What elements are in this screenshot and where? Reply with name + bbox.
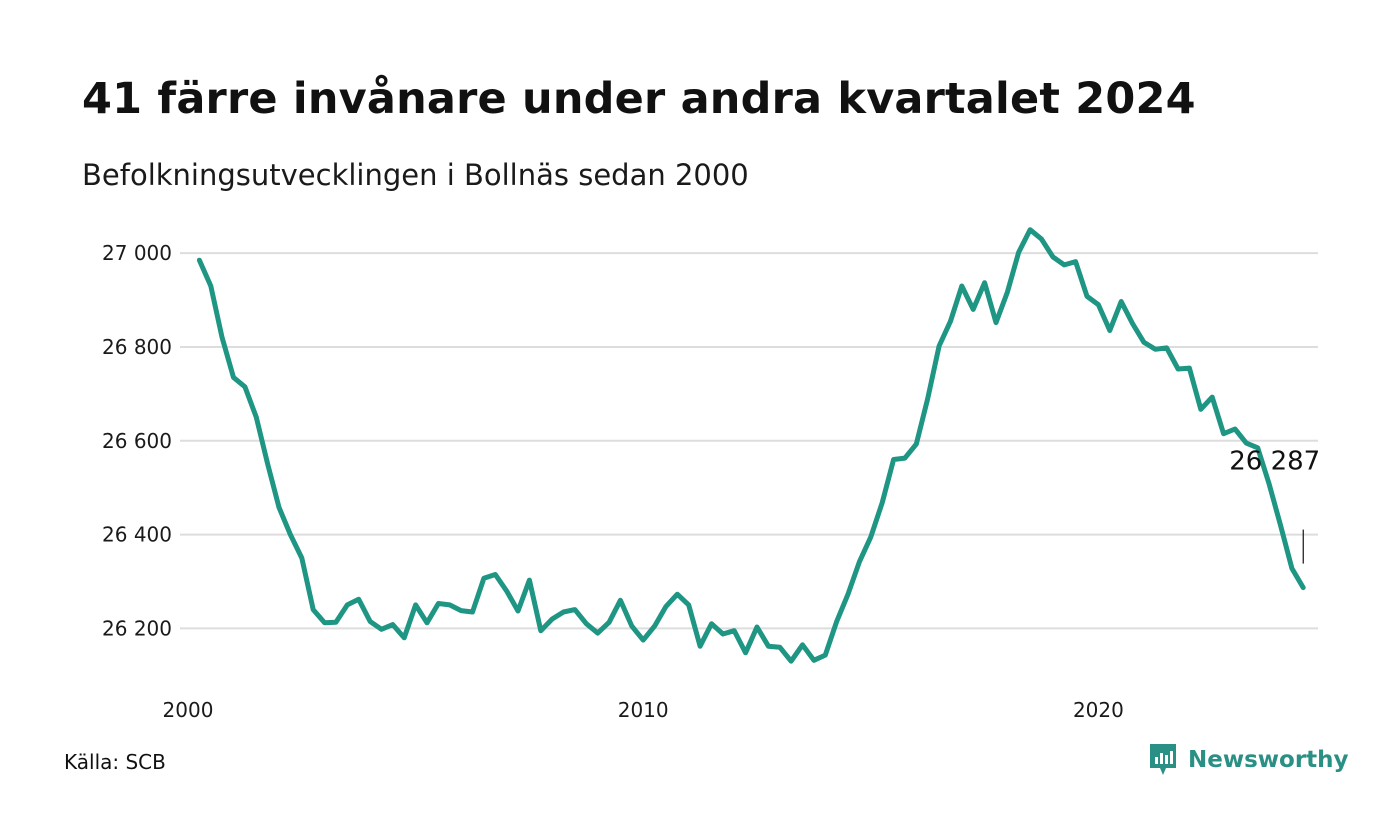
x-tick-label: 2020	[1073, 698, 1124, 722]
brand-logo: Newsworthy	[1148, 742, 1349, 778]
chart-subtitle: Befolkningsutvecklingen i Bollnäs sedan …	[82, 158, 749, 192]
source-note: Källa: SCB	[64, 750, 166, 774]
x-axis-ticks: 2000 2010 2020	[163, 698, 1124, 722]
y-tick-label: 26 400	[102, 523, 172, 547]
series-layer	[196, 227, 1306, 664]
gridlines	[180, 252, 1318, 630]
end-value-label: 26 287	[1229, 447, 1320, 477]
y-tick-label: 26 200	[102, 616, 172, 640]
chart-title: 41 färre invånare under andra kvartalet …	[82, 74, 1196, 124]
series-line	[196, 227, 1306, 664]
brand-name: Newsworthy	[1188, 747, 1349, 773]
y-tick-label: 26 600	[102, 429, 172, 453]
annotation-layer: 26 287	[1229, 447, 1320, 564]
y-tick-label: 26 800	[102, 335, 172, 359]
newsworthy-logo-icon	[1150, 744, 1176, 775]
y-axis-ticks: 26 200 26 400 26 600 26 800 27 000	[102, 241, 172, 640]
x-tick-label: 2010	[618, 698, 669, 722]
y-tick-label: 27 000	[102, 241, 172, 265]
x-tick-label: 2000	[163, 698, 214, 722]
